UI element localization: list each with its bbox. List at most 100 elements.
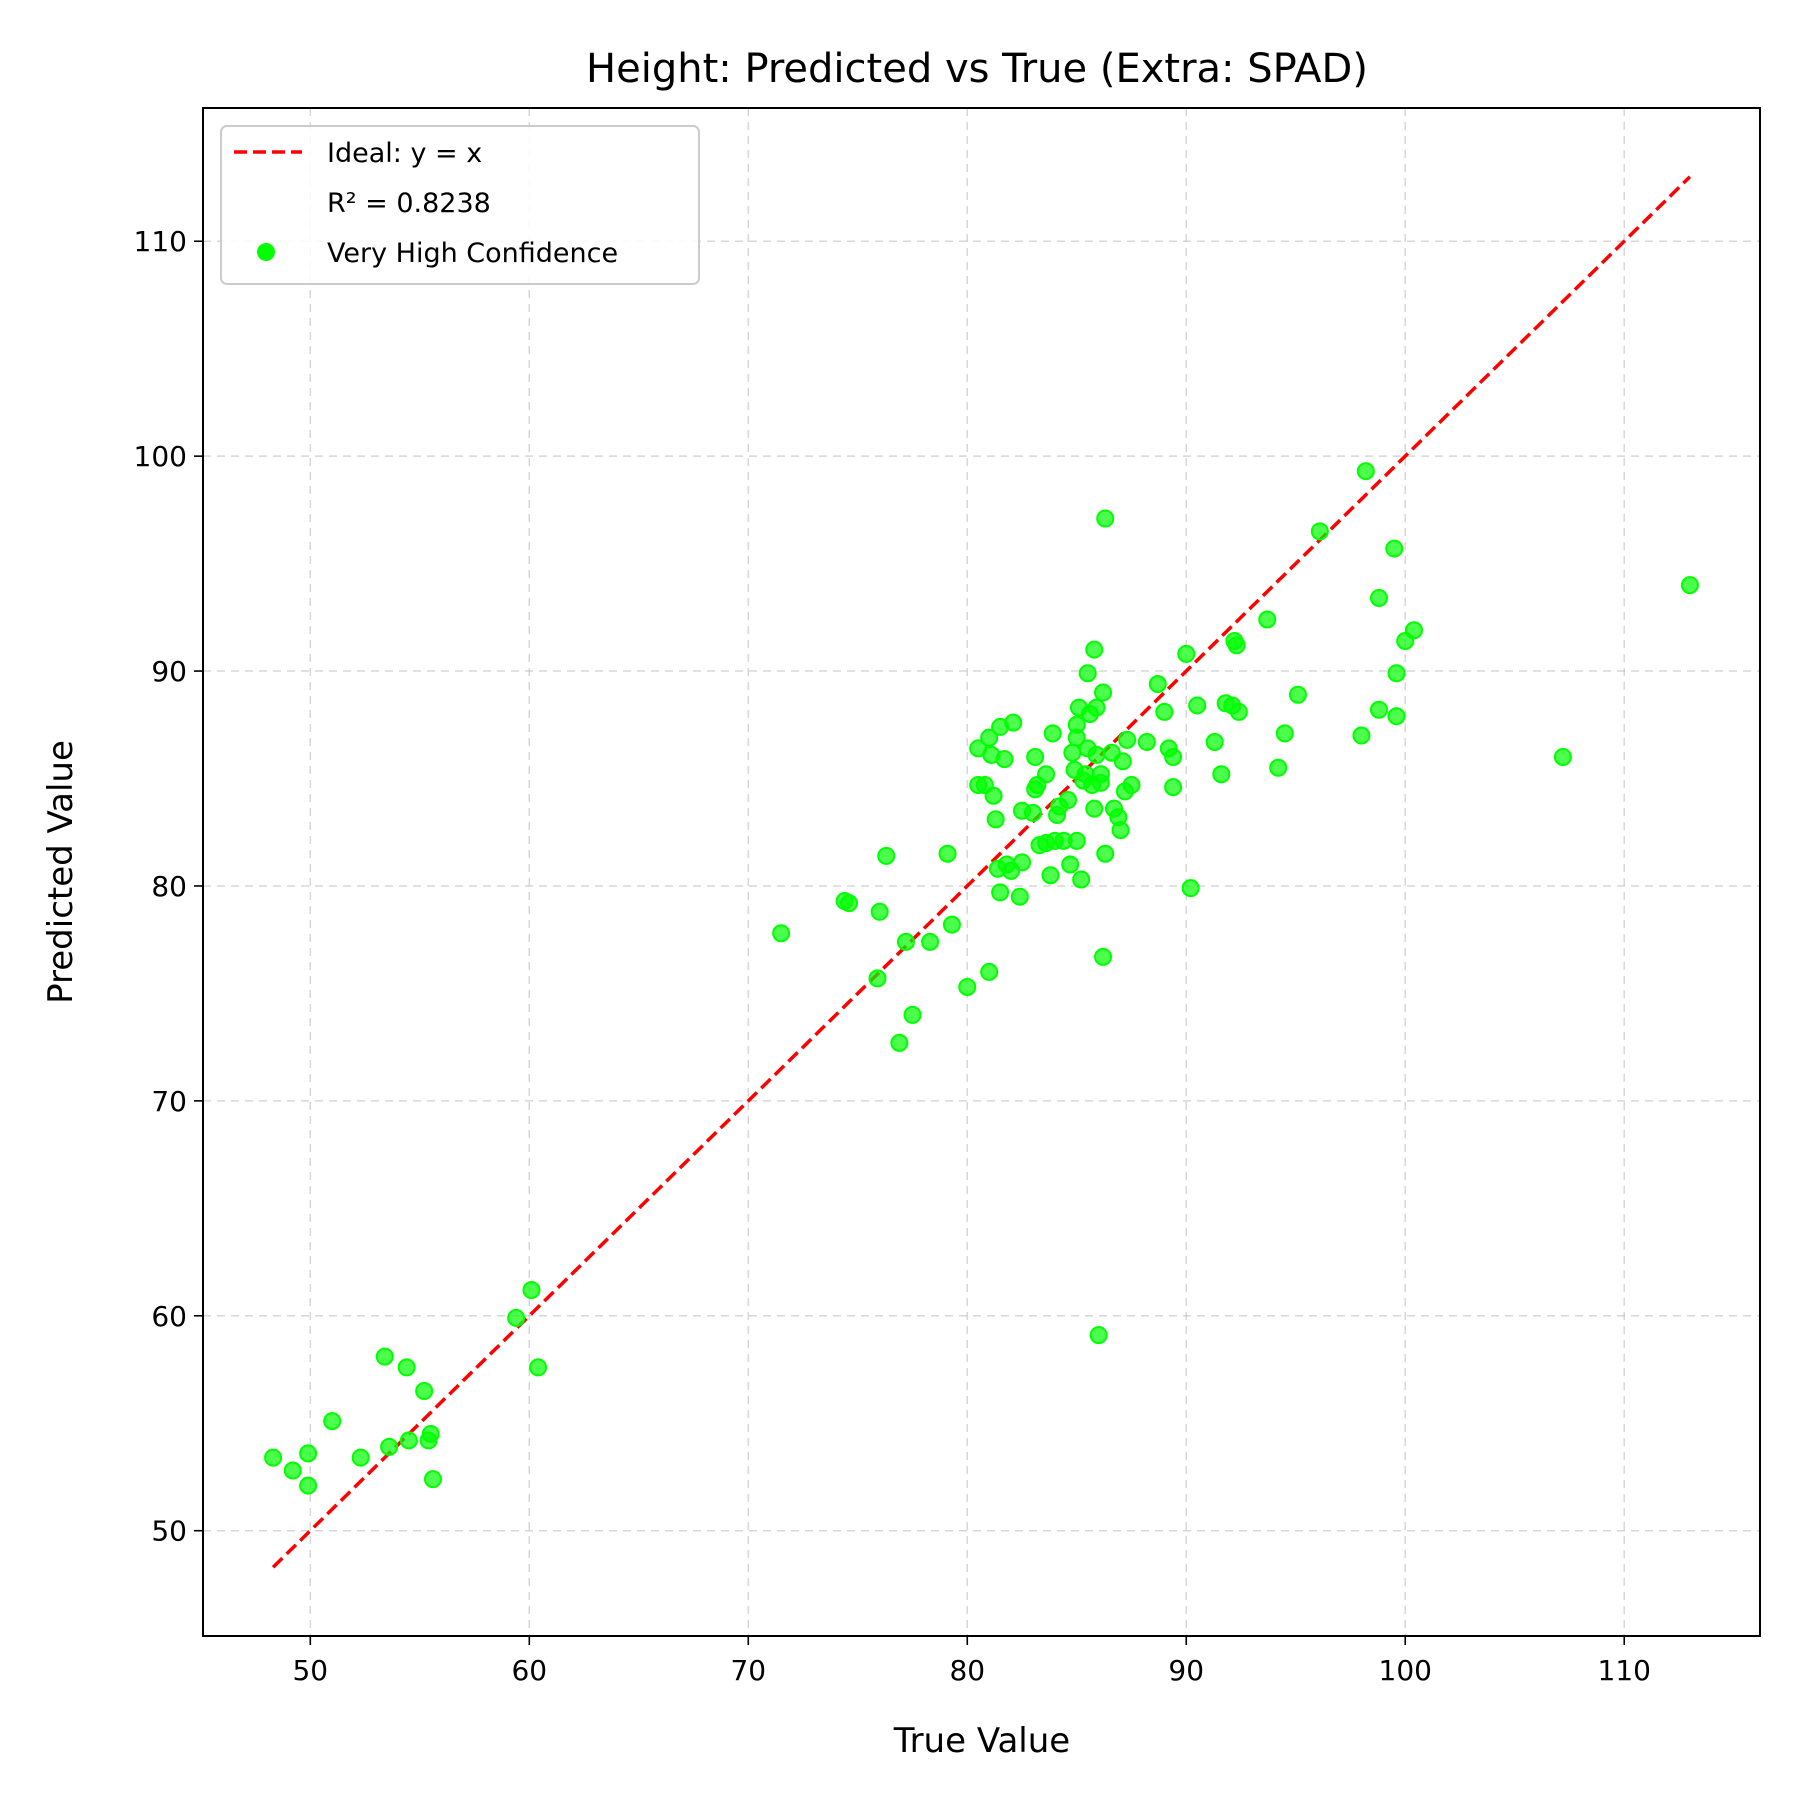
y-tick-label: 100 <box>134 440 187 473</box>
data-point <box>1181 879 1200 898</box>
legend-point-swatch <box>257 243 275 261</box>
data-point <box>1094 947 1113 966</box>
x-tick-label: 90 <box>1168 1654 1204 1687</box>
data-point <box>986 810 1005 829</box>
data-point <box>840 894 859 913</box>
data-point <box>507 1308 526 1327</box>
data-point <box>1113 752 1132 771</box>
data-point <box>1387 707 1406 726</box>
data-point <box>1087 698 1106 717</box>
data-point <box>1229 702 1248 721</box>
data-point <box>351 1448 370 1467</box>
data-point <box>1356 462 1375 481</box>
data-point <box>984 786 1003 805</box>
data-point <box>1680 576 1699 595</box>
y-tick-label: 110 <box>134 225 187 258</box>
legend-ideal-label: Ideal: y = x <box>327 138 482 169</box>
data-point <box>1405 621 1423 640</box>
data-point <box>1155 702 1174 721</box>
data-point <box>1091 773 1110 792</box>
data-point <box>938 844 957 863</box>
data-point <box>1072 870 1091 889</box>
data-point <box>1275 724 1294 743</box>
data-point <box>1288 685 1307 704</box>
data-point <box>772 924 791 943</box>
data-point <box>1043 724 1062 743</box>
data-point <box>1227 636 1246 655</box>
y-tick-label: 90 <box>151 655 187 688</box>
y-tick-label: 60 <box>151 1300 187 1333</box>
data-point <box>1205 732 1224 751</box>
data-point <box>1085 799 1104 818</box>
data-point <box>1122 775 1141 794</box>
data-point <box>1387 664 1406 683</box>
data-point <box>896 932 915 951</box>
data-point <box>1269 758 1288 777</box>
data-point <box>1078 664 1097 683</box>
data-point <box>421 1424 440 1443</box>
data-point <box>299 1444 318 1463</box>
y-axis-label: Predicted Value <box>41 740 81 1004</box>
data-point <box>877 846 896 865</box>
data-point <box>1258 610 1277 629</box>
data-point <box>1385 539 1404 558</box>
data-point <box>1010 887 1029 906</box>
data-point <box>903 1005 922 1024</box>
data-point <box>283 1461 302 1480</box>
data-point <box>991 883 1010 902</box>
chart-title: Height: Predicted vs True (Extra: SPAD) <box>586 46 1368 92</box>
data-point <box>397 1358 416 1377</box>
data-points <box>264 462 1699 1495</box>
data-point <box>529 1358 548 1377</box>
data-point <box>1063 743 1082 762</box>
data-point <box>870 902 889 921</box>
x-tick-label: 70 <box>730 1654 766 1687</box>
y-axis-ticks: 50 60 70 80 90 100 110 <box>134 225 203 1548</box>
data-point <box>890 1033 909 1052</box>
data-point <box>1089 1326 1108 1345</box>
data-point <box>423 1470 442 1489</box>
data-point <box>399 1431 418 1450</box>
data-point <box>1023 803 1042 822</box>
data-point <box>522 1280 541 1299</box>
x-tick-label: 110 <box>1598 1654 1651 1687</box>
legend-confidence-label: Very High Confidence <box>327 238 618 269</box>
data-point <box>323 1412 342 1431</box>
data-point <box>1118 730 1137 749</box>
data-point <box>1148 674 1167 693</box>
data-point <box>1067 728 1086 747</box>
plot-frame <box>202 107 1761 1637</box>
data-point <box>1037 765 1056 784</box>
data-point <box>1111 821 1130 840</box>
data-point <box>1096 844 1115 863</box>
legend-box <box>220 125 700 285</box>
x-axis-ticks: 50 60 70 80 90 100 110 <box>292 1636 1651 1687</box>
x-tick-label: 80 <box>949 1654 985 1687</box>
data-point <box>1004 713 1023 732</box>
legend: Ideal: y = x R² = 0.8238 Very High Confi… <box>220 125 700 285</box>
data-point <box>1177 644 1196 663</box>
data-point <box>1087 745 1106 764</box>
x-tick-label: 50 <box>292 1654 328 1687</box>
data-point <box>1310 522 1329 541</box>
data-point <box>1013 853 1032 872</box>
data-point <box>375 1347 394 1366</box>
data-point <box>415 1382 434 1401</box>
data-point <box>980 962 999 981</box>
data-point <box>958 977 977 996</box>
data-point <box>1369 700 1388 719</box>
legend-r2-label: R² = 0.8238 <box>327 188 491 219</box>
data-point <box>1188 696 1207 715</box>
x-tick-label: 60 <box>511 1654 547 1687</box>
data-point <box>1096 509 1115 528</box>
data-point <box>380 1437 399 1456</box>
x-tick-label: 100 <box>1379 1654 1432 1687</box>
ideal-line-group <box>271 175 1692 1569</box>
data-point <box>1369 588 1388 607</box>
data-point <box>299 1476 318 1495</box>
data-point <box>980 728 999 747</box>
data-point <box>995 750 1014 769</box>
data-point <box>921 932 940 951</box>
